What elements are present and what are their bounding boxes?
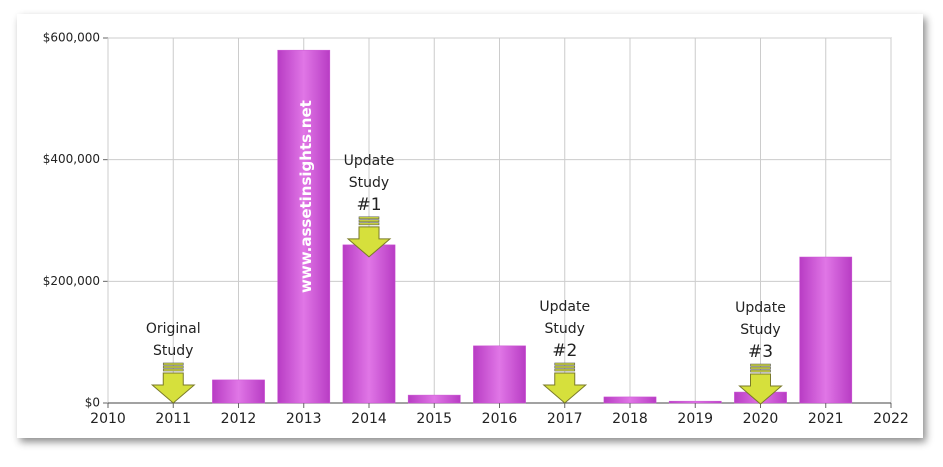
x-tick-label: 2020 [743,411,779,427]
annotation-text: Study [153,343,193,359]
bar [342,244,396,404]
annotation-arrow [346,216,392,258]
x-tick-label: 2011 [155,411,191,427]
bar [668,400,722,404]
annotation-text: #1 [356,195,381,215]
x-tick-label: 2014 [351,411,387,427]
y-tick-label: $600,000 [43,31,100,45]
annotation-text: #3 [748,342,773,362]
x-tick-label: 2010 [90,411,126,427]
annotation-text: #2 [552,341,577,361]
annotation-arrow [542,362,588,404]
x-tick-label: 2021 [808,411,844,427]
annotation-text: Update [344,153,395,169]
x-tick-label: 2015 [416,411,452,427]
bar [799,256,853,404]
y-tick-label: $0 [85,396,100,410]
bar [603,396,657,404]
annotation-arrow [738,363,783,405]
watermark: www.assetinsights.net [297,100,315,293]
annotation-text: Original [146,321,201,337]
y-tick-label: $200,000 [43,274,100,288]
annotation-text: Update [735,300,786,316]
x-tick-label: 2013 [286,411,322,427]
annotation-text: Update [539,299,590,315]
annotation-arrow [150,362,196,404]
bar [407,394,461,404]
x-tick-label: 2018 [612,411,648,427]
x-tick-label: 2022 [873,411,909,427]
x-tick-label: 2019 [677,411,713,427]
x-tick-label: 2012 [221,411,257,427]
annotation-text: Study [545,321,585,337]
x-tick-label: 2016 [482,411,518,427]
x-tick-label: 2017 [547,411,583,427]
bar [473,345,526,404]
annotation-text: Study [740,322,780,338]
bar [277,49,331,404]
y-tick-label: $400,000 [43,152,100,166]
annotation-text: Study [349,175,389,191]
bar [212,379,265,404]
